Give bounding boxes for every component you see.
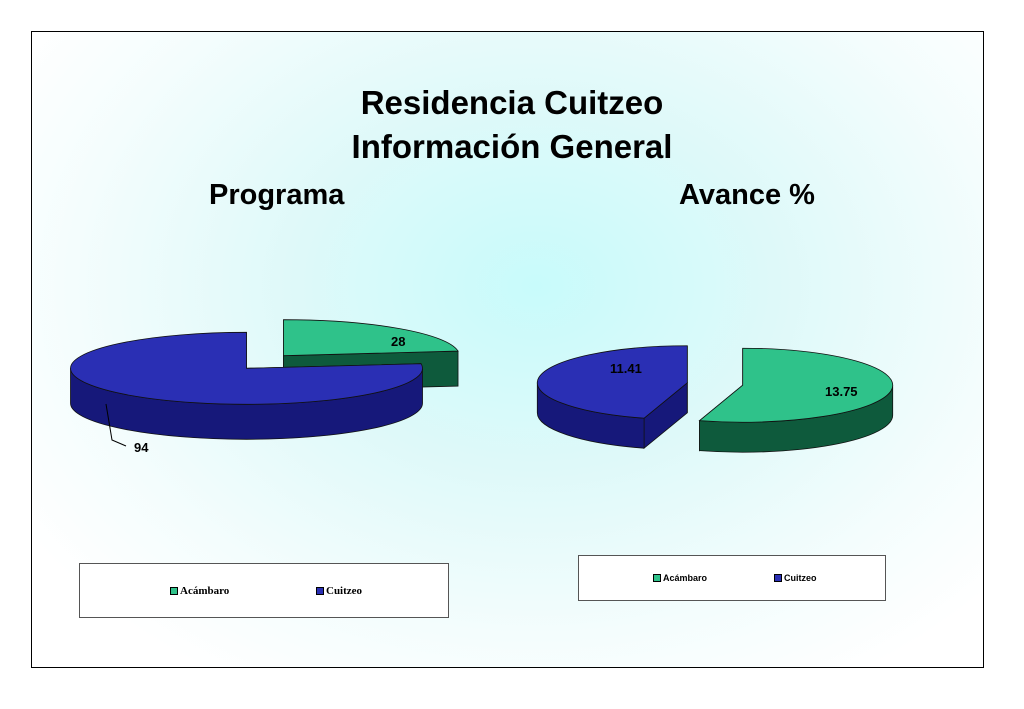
legend-swatch-cuitzeo xyxy=(774,574,782,582)
data-label-cuitzeo-programa: 94 xyxy=(134,440,149,455)
data-label-acambaro-avance: 13.75 xyxy=(825,384,858,399)
legend-label-cuitzeo: Cuitzeo xyxy=(326,585,363,597)
chart-title-programa: Programa xyxy=(209,179,345,211)
legend-avance: Acámbaro Cuitzeo xyxy=(578,555,886,601)
legend-swatch-acambaro xyxy=(170,587,178,595)
chart-title-avance: Avance % xyxy=(679,179,815,211)
pie-slice-acambaro-programa xyxy=(283,319,459,357)
data-label-cuitzeo-avance: 11.41 xyxy=(610,361,642,376)
legend-label-acambaro: Acámbaro xyxy=(180,585,230,597)
legend-swatch-acambaro xyxy=(653,574,661,582)
legend-programa: Acámbaro Cuitzeo xyxy=(79,563,449,618)
pie-slice-cuitzeo-programa xyxy=(70,331,423,405)
legend-item-cuitzeo: Cuitzeo xyxy=(774,573,817,583)
data-label-leader-line xyxy=(105,403,127,447)
legend-label-cuitzeo: Cuitzeo xyxy=(784,573,817,583)
main-title: Residencia Cuitzeo xyxy=(360,84,664,121)
legend-item-acambaro: Acámbaro xyxy=(170,585,229,597)
legend-label-acambaro: Acámbaro xyxy=(663,573,708,583)
data-label-acambaro-programa: 28 xyxy=(391,334,405,349)
main-subtitle: Información General xyxy=(351,128,673,165)
pie-slice-acambaro-avance xyxy=(698,347,894,423)
pie-slice-cuitzeo-avance xyxy=(536,345,688,419)
legend-swatch-cuitzeo xyxy=(316,587,324,595)
legend-item-acambaro: Acámbaro xyxy=(653,573,707,583)
legend-item-cuitzeo: Cuitzeo xyxy=(316,585,362,597)
